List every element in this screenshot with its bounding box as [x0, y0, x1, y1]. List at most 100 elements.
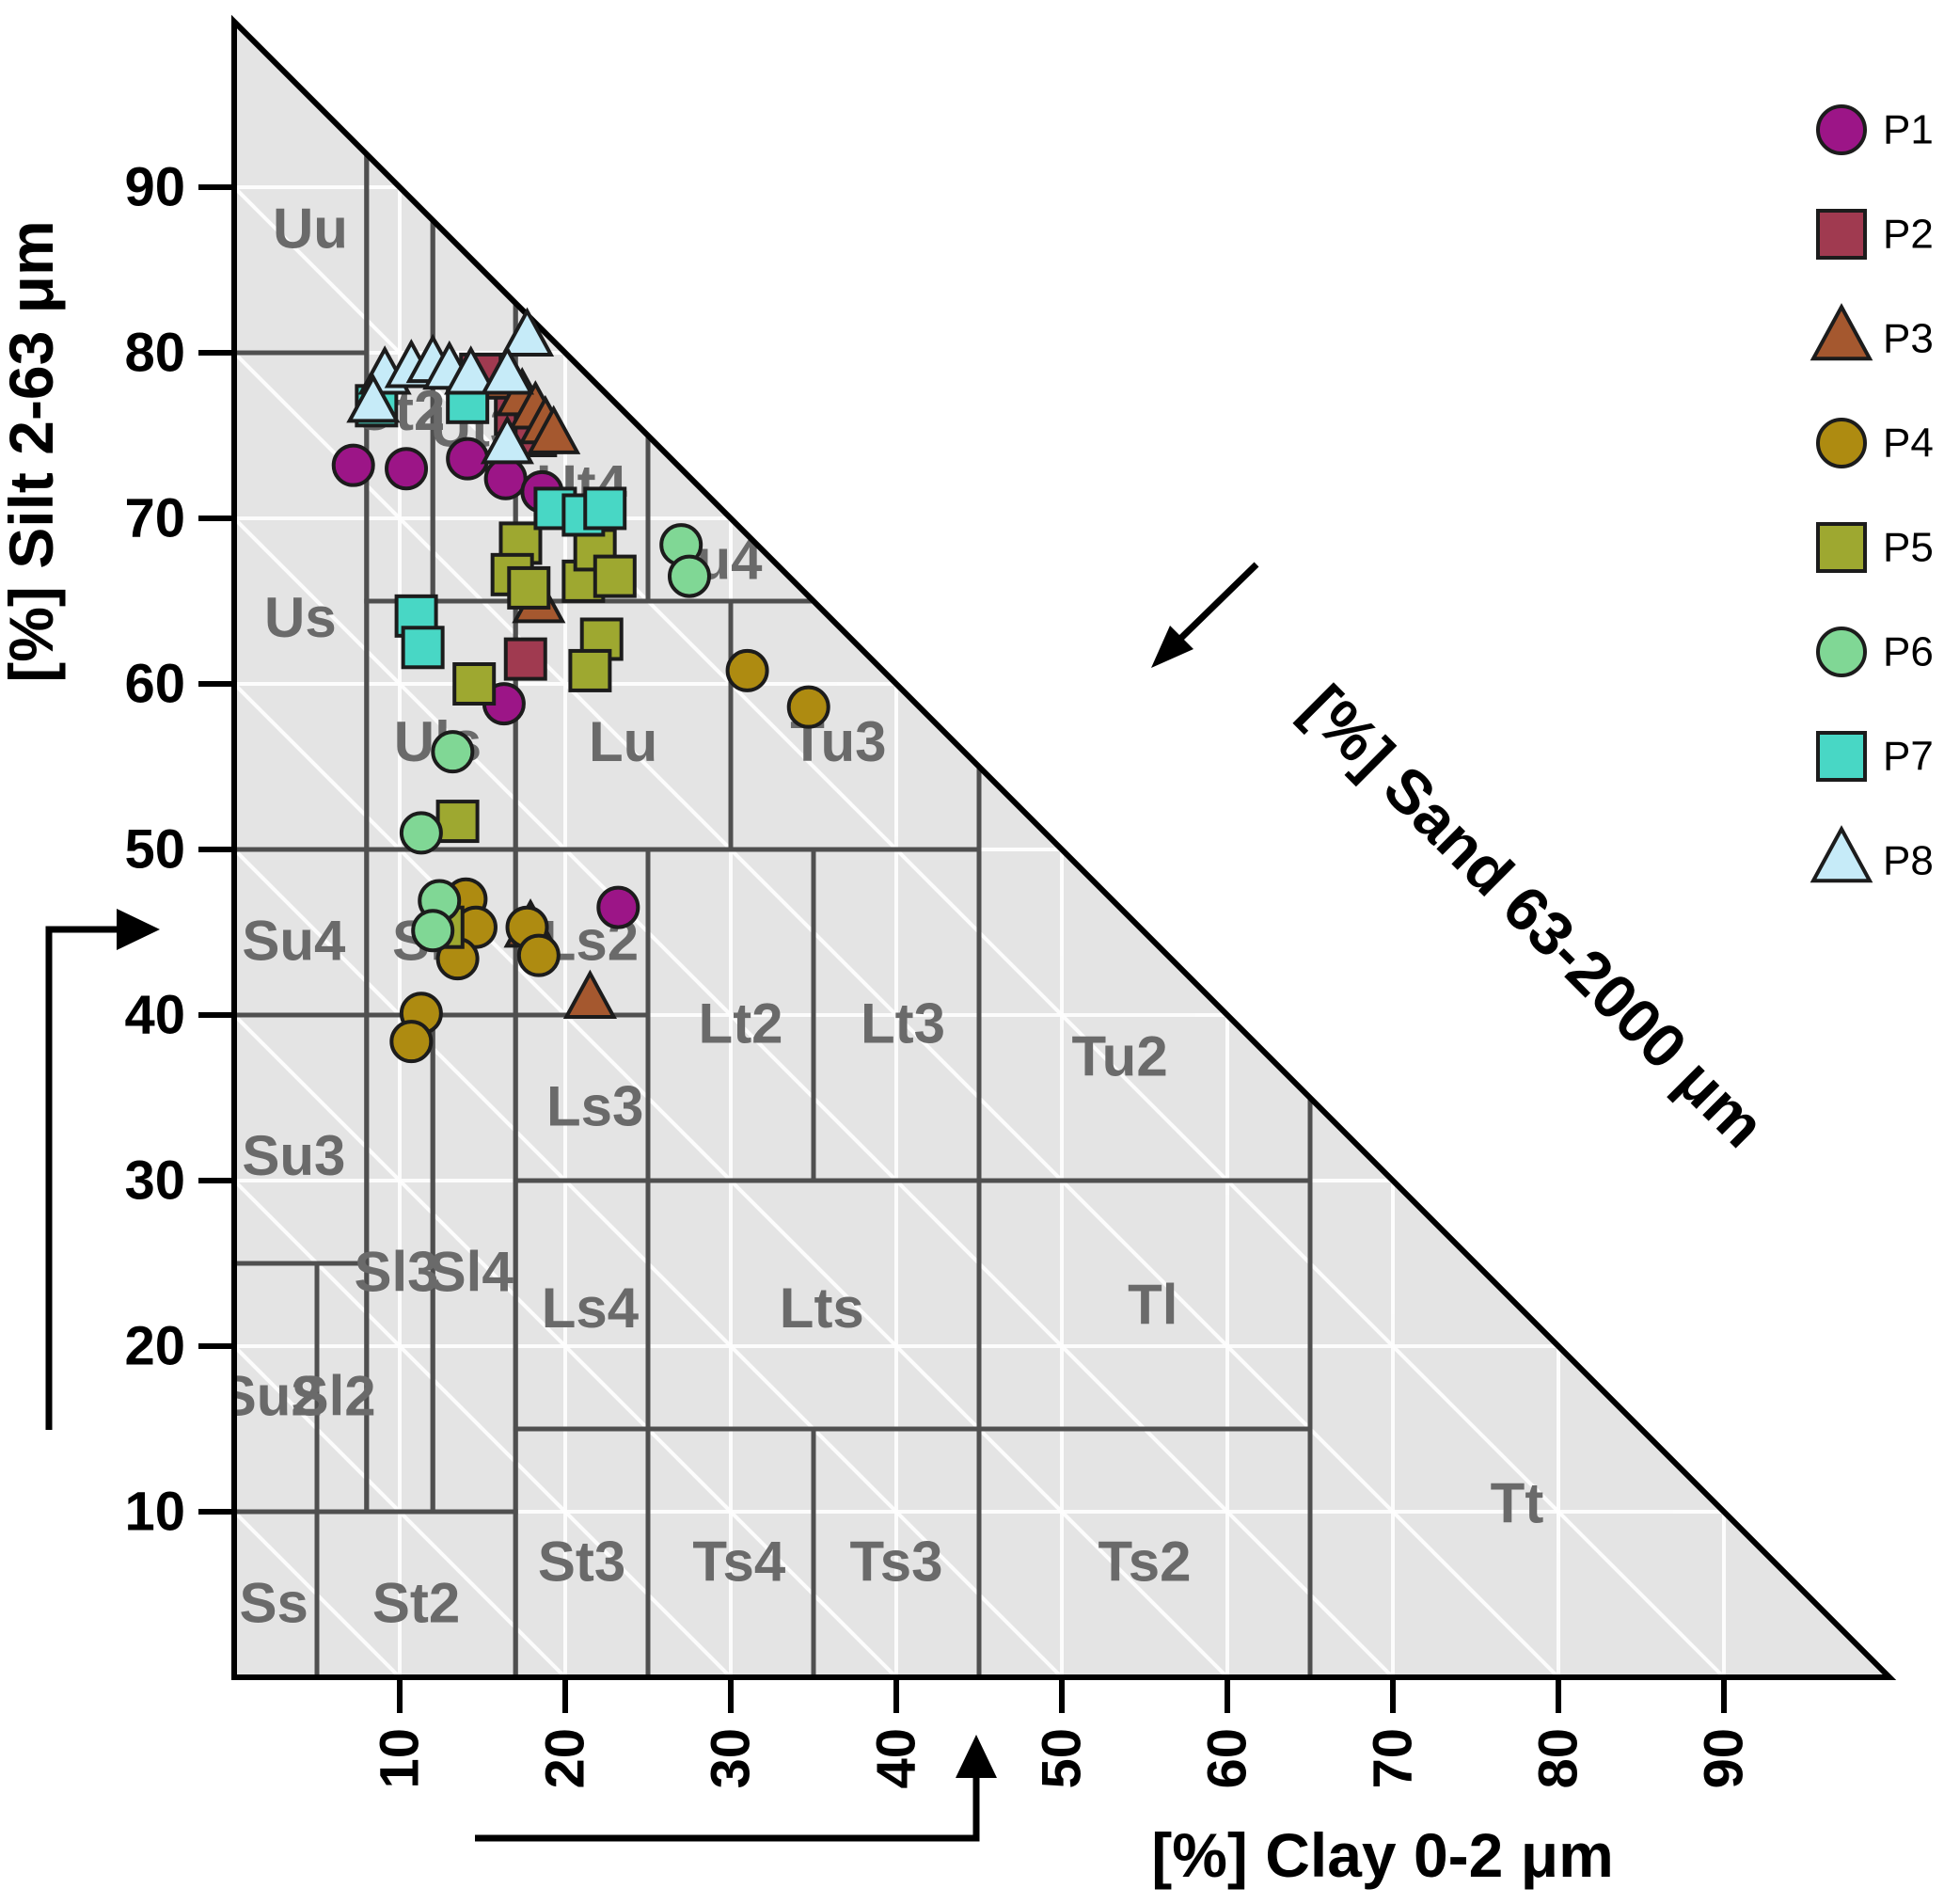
- point-P4: [725, 648, 769, 692]
- region-label-Uu: Uu: [273, 198, 348, 261]
- point-P4: [786, 685, 830, 729]
- texture-class-labels: UuUsUt2Ut3Ut4UlsLuTu4Tu3Su4SluLs2Lt2Lt3T…: [234, 198, 1544, 1635]
- point-P6: [399, 811, 443, 855]
- sand-axis-title: [%] Sand 63-2000 μm: [1290, 672, 1778, 1160]
- point-P5: [568, 648, 612, 692]
- silt-axis-title: [%] Silt 2-63 μm: [0, 220, 66, 683]
- point-P4: [516, 933, 561, 977]
- clay-tick-label: 70: [1363, 1728, 1424, 1789]
- legend-marker-P4: [1816, 418, 1867, 468]
- legend: P1 P2 P3 P4 P5 P6 P7 P8: [1810, 104, 1934, 884]
- point-P2: [503, 637, 547, 681]
- legend-marker-P3: [1810, 303, 1873, 361]
- legend-marker-P8: [1810, 825, 1873, 883]
- point-P8: [346, 373, 401, 423]
- point-P1: [596, 885, 640, 929]
- point-P1: [446, 436, 490, 481]
- point-P8: [480, 345, 534, 395]
- legend-item-P8: P8: [1810, 825, 1934, 884]
- region-label-Tl: Tl: [1128, 1274, 1177, 1337]
- region-label-Ts3: Ts3: [850, 1530, 943, 1593]
- silt-tick-label: 90: [124, 157, 185, 218]
- legend-item-P1: P1: [1816, 104, 1934, 155]
- region-label-Us: Us: [264, 586, 337, 649]
- silt-tick-label: 60: [124, 654, 185, 715]
- clay-axis-direction-arrow: [475, 1735, 997, 1842]
- clay-tick-label: 60: [1197, 1728, 1258, 1789]
- legend-item-P3: P3: [1810, 303, 1934, 362]
- point-P4: [389, 1020, 434, 1064]
- clay-tick-label: 80: [1528, 1728, 1589, 1789]
- legend-marker-P2: [1816, 209, 1867, 260]
- point-P6: [431, 730, 475, 774]
- point-P6: [668, 554, 711, 598]
- legend-item-P6: P6: [1816, 627, 1934, 677]
- sand-gridline: [234, 1013, 898, 1677]
- legend-marker-P5: [1816, 522, 1867, 573]
- point-P7: [583, 486, 627, 531]
- region-label-Tu2: Tu2: [1071, 1025, 1167, 1088]
- legend-item-P7: P7: [1816, 731, 1934, 782]
- region-label-Tt: Tt: [1491, 1472, 1544, 1535]
- region-label-Lu: Lu: [589, 710, 657, 773]
- region-label-St2: St2: [372, 1571, 460, 1634]
- clay-arrow-line: [475, 1774, 980, 1842]
- legend-label-P2: P2: [1883, 212, 1934, 258]
- region-label-St3: St3: [538, 1530, 625, 1593]
- point-P5: [507, 565, 551, 610]
- data-points: [331, 307, 830, 1064]
- region-Ts2: [976, 1426, 1313, 1677]
- region-label-Lt2: Lt2: [699, 992, 783, 1055]
- point-P3: [527, 405, 581, 454]
- axis-ticks: 10 20 30 40 50 60 70 80 90 10 20 30 40 50 60 70 80 90: [124, 157, 1754, 1789]
- legend-label-P1: P1: [1883, 107, 1934, 153]
- point-P5: [435, 800, 480, 844]
- point-P6: [411, 909, 455, 953]
- legend-label-P4: P4: [1883, 420, 1934, 467]
- region-label-Ts4: Ts4: [692, 1530, 786, 1593]
- region-label-Su3: Su3: [242, 1124, 345, 1187]
- region-label-Sl4: Sl4: [429, 1240, 514, 1303]
- silt-tick-label: 70: [124, 488, 185, 549]
- legend-marker-P1: [1816, 104, 1867, 155]
- legend-label-P6: P6: [1883, 629, 1934, 675]
- point-P1: [483, 456, 528, 500]
- region-label-Ss: Ss: [240, 1571, 308, 1634]
- silt-tick-label: 10: [124, 1482, 185, 1543]
- region-label-Ts2: Ts2: [1098, 1530, 1192, 1593]
- clay-tick-label: 30: [701, 1728, 762, 1789]
- region-label-Su4: Su4: [242, 909, 346, 972]
- point-P8: [499, 307, 555, 357]
- legend-label-P8: P8: [1883, 838, 1934, 884]
- region-label-Sl2: Sl2: [292, 1364, 376, 1427]
- legend-marker-P6: [1816, 627, 1867, 677]
- region-label-Lts: Lts: [780, 1277, 864, 1340]
- triangle-outline: [231, 14, 1897, 1680]
- silt-tick-label: 50: [124, 819, 185, 881]
- point-P5: [593, 554, 637, 598]
- point-P8: [480, 415, 534, 465]
- silt-arrow-head: [117, 909, 160, 950]
- region-label-Lt3: Lt3: [861, 992, 945, 1055]
- region-label-Ls4: Ls4: [542, 1277, 640, 1340]
- sand-arrow-line: [1178, 562, 1259, 641]
- silt-tick-label: 80: [124, 323, 185, 384]
- legend-marker-P7: [1816, 731, 1867, 782]
- sand-axis-direction-arrow: [1151, 562, 1259, 668]
- legend-label-P3: P3: [1883, 316, 1934, 362]
- sand-arrow-head: [1151, 626, 1193, 668]
- silt-axis-direction-arrow: [45, 909, 160, 1430]
- region-label-Ls3: Ls3: [546, 1074, 643, 1137]
- silt-arrow-line: [45, 926, 120, 1430]
- legend-item-P2: P2: [1816, 209, 1934, 260]
- clay-axis-title: [%] Clay 0-2 μm: [1151, 1820, 1614, 1890]
- point-P1: [331, 443, 375, 487]
- clay-tick-label: 50: [1032, 1728, 1093, 1789]
- silt-tick-label: 40: [124, 985, 185, 1046]
- clay-arrow-head: [956, 1735, 997, 1778]
- point-P8: [444, 345, 498, 395]
- legend-item-P4: P4: [1816, 418, 1934, 468]
- point-P1: [385, 447, 429, 491]
